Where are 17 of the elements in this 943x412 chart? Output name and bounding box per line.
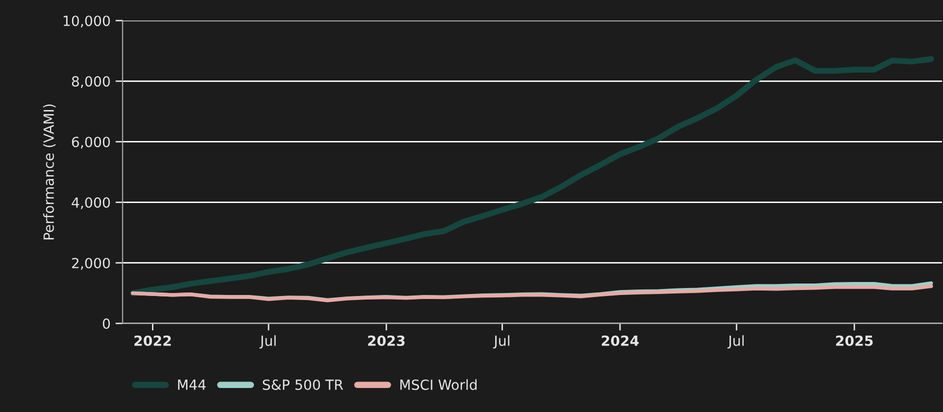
- y-tick-label: 8,000: [72, 76, 110, 88]
- y-tick-label: 0: [102, 318, 110, 329]
- x-tick-label: 2024: [602, 335, 639, 346]
- y-tick-label: 2,000: [72, 258, 110, 270]
- y-tick-label: 10,000: [64, 16, 110, 28]
- legend-label: S&P 500 TR: [262, 379, 344, 390]
- x-tick-label: Jul: [493, 335, 510, 349]
- x-tick-label: 2023: [368, 335, 405, 346]
- legend-label: M44: [178, 380, 206, 390]
- y-axis-title: Performance (VAMI): [43, 104, 56, 240]
- x-tick-label: 2022: [134, 335, 171, 346]
- x-tick-label: Jul: [727, 335, 744, 349]
- x-tick-label: Jul: [259, 335, 276, 349]
- x-tick-label: 2025: [836, 335, 873, 346]
- legend-label: MSCI World: [400, 379, 477, 390]
- y-tick-label: 6,000: [72, 136, 110, 149]
- y-tick-label: 4,000: [72, 197, 110, 210]
